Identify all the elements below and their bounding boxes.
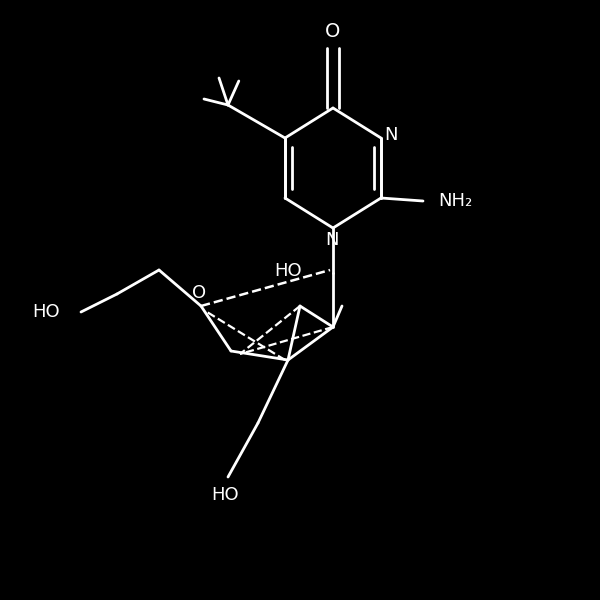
Text: O: O <box>192 284 206 302</box>
Text: N: N <box>384 126 397 144</box>
Text: N: N <box>326 231 339 249</box>
Text: HO: HO <box>274 262 302 280</box>
Text: HO: HO <box>211 486 239 504</box>
Text: O: O <box>325 22 341 41</box>
Text: HO: HO <box>32 303 60 321</box>
Text: NH₂: NH₂ <box>438 192 472 210</box>
